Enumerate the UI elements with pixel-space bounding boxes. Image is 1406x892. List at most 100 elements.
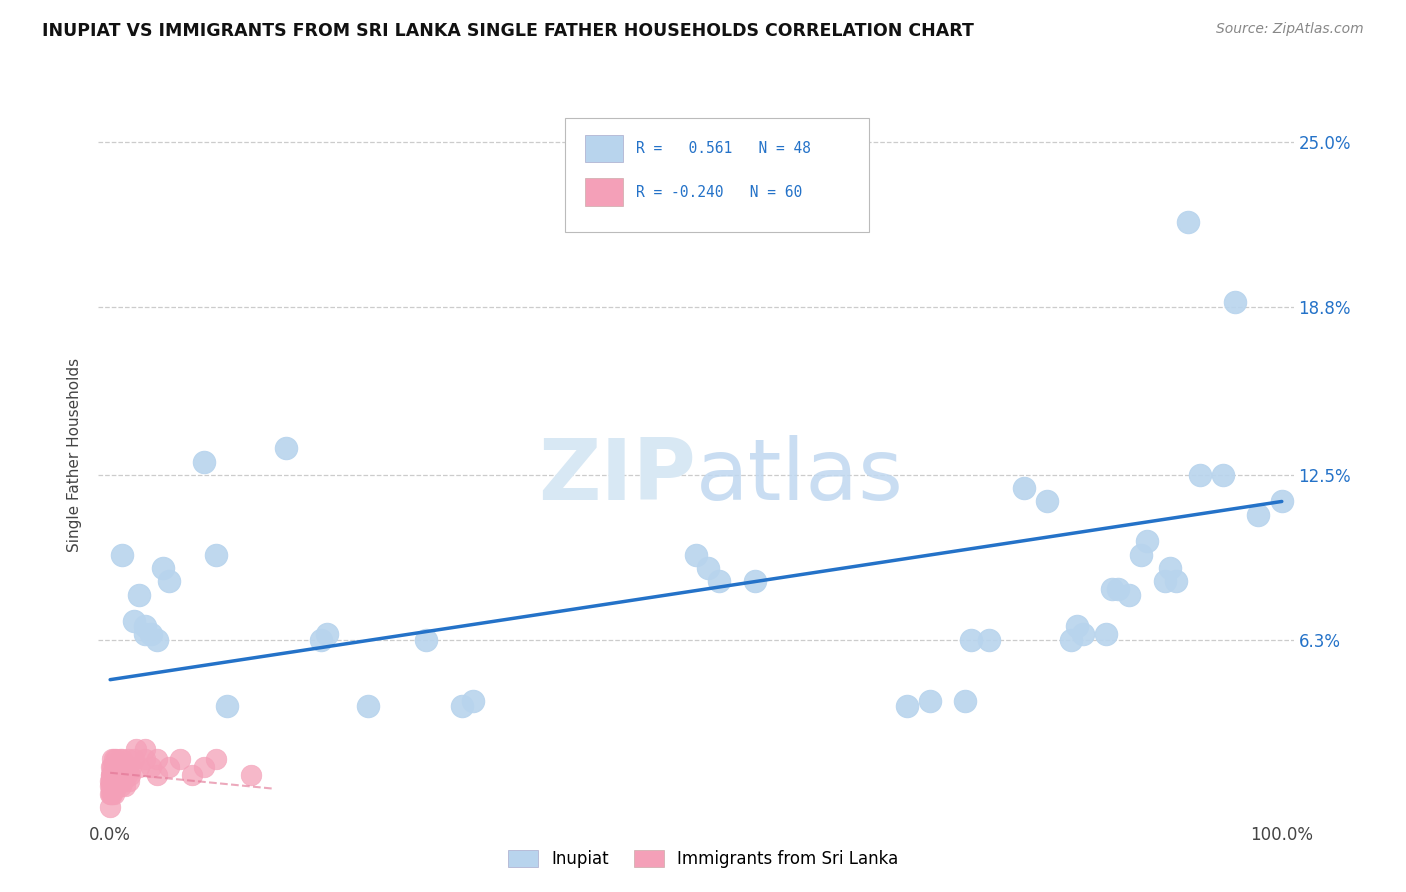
Point [120, 760, 142, 774]
Point [685, 548, 707, 562]
Point [100, 768, 122, 782]
Point [117, 760, 139, 774]
Point [1247, 508, 1270, 522]
Point [111, 752, 134, 766]
Point [181, 768, 204, 782]
Point [1107, 582, 1129, 597]
Point [101, 760, 124, 774]
Text: ZIP: ZIP [538, 435, 696, 518]
Point [112, 768, 135, 782]
Point [104, 779, 127, 793]
Point [111, 548, 134, 562]
Point [105, 768, 128, 782]
Point [463, 694, 485, 708]
Point [217, 699, 239, 714]
Point [100, 773, 122, 788]
Point [134, 627, 156, 641]
Point [744, 574, 766, 589]
Point [117, 752, 139, 766]
Point [152, 561, 174, 575]
Point [1118, 588, 1140, 602]
Point [920, 694, 942, 708]
Point [709, 574, 731, 589]
Point [105, 773, 128, 788]
Point [1136, 534, 1159, 549]
Point [105, 779, 128, 793]
Point [1188, 467, 1211, 482]
Point [193, 454, 215, 468]
Point [103, 773, 125, 788]
Point [105, 760, 128, 774]
Point [1271, 494, 1294, 508]
Point [134, 741, 156, 756]
Text: R = -0.240   N = 60: R = -0.240 N = 60 [637, 185, 803, 200]
Point [1212, 467, 1234, 482]
Point [134, 752, 156, 766]
Text: Source: ZipAtlas.com: Source: ZipAtlas.com [1216, 22, 1364, 37]
Text: R =   0.561   N = 48: R = 0.561 N = 48 [637, 141, 811, 156]
Point [204, 548, 226, 562]
Point [1060, 632, 1083, 647]
Point [122, 614, 145, 628]
Point [103, 752, 125, 766]
Point [118, 773, 141, 788]
Point [1177, 215, 1199, 229]
Point [101, 787, 124, 801]
Point [169, 752, 191, 766]
Point [141, 627, 163, 641]
Point [98, 773, 121, 788]
Point [105, 768, 128, 782]
Point [141, 760, 163, 774]
Y-axis label: Single Father Households: Single Father Households [67, 358, 83, 552]
Point [112, 773, 135, 788]
Point [1012, 481, 1035, 495]
Point [128, 588, 150, 602]
Point [193, 760, 215, 774]
Point [98, 800, 121, 814]
Legend: Inupiat, Immigrants from Sri Lanka: Inupiat, Immigrants from Sri Lanka [501, 843, 905, 875]
Point [110, 760, 132, 774]
Point [274, 442, 297, 456]
Point [107, 760, 129, 774]
Point [146, 632, 169, 647]
Point [415, 632, 437, 647]
Text: INUPIAT VS IMMIGRANTS FROM SRI LANKA SINGLE FATHER HOUSEHOLDS CORRELATION CHART: INUPIAT VS IMMIGRANTS FROM SRI LANKA SIN… [42, 22, 974, 40]
Point [1095, 627, 1118, 641]
Point [101, 752, 124, 766]
Point [98, 779, 121, 793]
Point [157, 760, 180, 774]
Point [1130, 548, 1153, 562]
Point [122, 752, 145, 766]
FancyBboxPatch shape [565, 119, 869, 232]
Point [103, 787, 125, 801]
Point [134, 619, 156, 633]
Point [1166, 574, 1188, 589]
Point [120, 768, 142, 782]
Text: atlas: atlas [696, 435, 904, 518]
Point [960, 632, 983, 647]
Point [1159, 561, 1181, 575]
Point [146, 768, 169, 782]
Point [112, 760, 135, 774]
Point [100, 760, 122, 774]
Point [108, 752, 131, 766]
Point [146, 752, 169, 766]
Point [104, 768, 127, 782]
Point [450, 699, 472, 714]
Point [104, 760, 127, 774]
Point [105, 752, 128, 766]
Point [157, 574, 180, 589]
Point [977, 632, 1000, 647]
Point [1101, 582, 1123, 597]
Point [896, 699, 918, 714]
Point [101, 779, 124, 793]
Point [309, 632, 332, 647]
Point [100, 768, 122, 782]
Point [1066, 619, 1088, 633]
Point [110, 779, 132, 793]
Point [125, 741, 148, 756]
Point [1036, 494, 1059, 508]
Point [103, 779, 125, 793]
Point [101, 768, 124, 782]
Point [98, 787, 121, 801]
